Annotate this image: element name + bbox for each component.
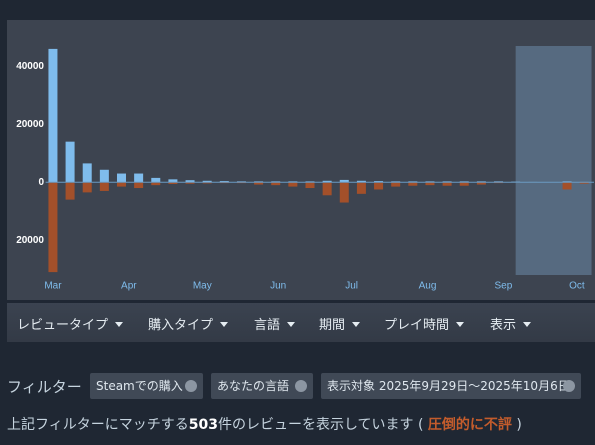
bar	[134, 173, 144, 183]
bar	[116, 173, 126, 183]
x-tick-label: Mar	[44, 281, 62, 292]
x-tick-label: Jun	[270, 281, 286, 292]
bar	[305, 182, 315, 189]
summary-text: )	[516, 417, 522, 433]
summary-text: 上記フィルターにマッチする	[7, 417, 189, 433]
menu-item[interactable]: プレイ時間	[384, 314, 464, 333]
bar	[339, 182, 349, 203]
chart: 40000 20000 0 20000 Mar Apr May Jun Jul Aug Sep Oct	[7, 20, 595, 300]
bar	[65, 141, 75, 183]
bar	[168, 179, 178, 183]
chart-panel	[7, 20, 595, 300]
bar	[271, 182, 281, 186]
bar	[356, 180, 366, 183]
bar	[254, 182, 264, 185]
x-tick-label: May	[193, 281, 212, 292]
x-tick-label: Jul	[345, 281, 358, 292]
x-tick-label: Aug	[419, 281, 437, 292]
bar	[288, 182, 298, 187]
bar	[579, 182, 589, 184]
menu-item[interactable]: 期間	[319, 314, 360, 333]
rating: 圧倒的に不評	[427, 417, 512, 433]
x-tick-label: Sep	[495, 281, 513, 292]
bar	[185, 180, 195, 183]
summary-text: 件のレビューを表示しています (	[217, 417, 424, 433]
bar	[459, 182, 469, 186]
menu-bar: レビュータイプ 購入タイプ 言語 期間 プレイ時間 表示	[7, 303, 595, 342]
filter-label: フィルター	[7, 378, 82, 396]
menu-item[interactable]: 表示	[490, 314, 531, 333]
bar	[99, 169, 109, 183]
summary: 上記フィルターにマッチする503件のレビューを表示しています ( 圧倒的に不評 …	[7, 414, 522, 434]
review-count: 503	[188, 417, 218, 433]
bar	[374, 182, 384, 190]
y-tick-label: 40000	[16, 61, 44, 72]
bar	[562, 182, 572, 190]
menu-item[interactable]: 購入タイプ	[148, 314, 228, 333]
bar	[374, 181, 384, 183]
filter-chip[interactable]: あなたの言語	[211, 373, 313, 399]
bar	[99, 182, 109, 191]
menu-item[interactable]: レビュータイプ	[17, 314, 123, 333]
x-tick-label: Apr	[121, 281, 137, 292]
bar	[168, 182, 178, 184]
bar	[322, 182, 332, 196]
bar	[48, 182, 58, 273]
bar	[185, 182, 195, 184]
y-tick-label: 20000	[16, 235, 44, 246]
bar	[82, 163, 92, 183]
bar	[219, 181, 229, 183]
bar	[151, 177, 161, 183]
bar	[65, 182, 75, 200]
bar	[322, 180, 332, 183]
bar	[151, 182, 161, 186]
bar	[134, 182, 144, 189]
y-tick-label: 20000	[16, 119, 44, 130]
bar	[408, 182, 418, 186]
bar	[442, 182, 452, 186]
bar	[391, 182, 401, 187]
y-tick-label: 0	[38, 177, 44, 188]
bar	[476, 182, 486, 185]
bar	[425, 182, 435, 186]
x-tick-label: Oct	[569, 281, 585, 292]
menu-item[interactable]: 言語	[254, 314, 295, 333]
bar	[356, 182, 366, 194]
filter-chip[interactable]: 表示対象 2025年9月29日～2025年10月6日	[321, 373, 581, 399]
bar	[202, 182, 212, 184]
bar	[339, 179, 349, 183]
bar	[202, 180, 212, 183]
highlight-range	[515, 46, 592, 275]
bar	[82, 182, 92, 193]
bar	[48, 48, 58, 183]
bar	[116, 182, 126, 187]
filter-chip[interactable]: Steamでの購入	[90, 373, 203, 399]
